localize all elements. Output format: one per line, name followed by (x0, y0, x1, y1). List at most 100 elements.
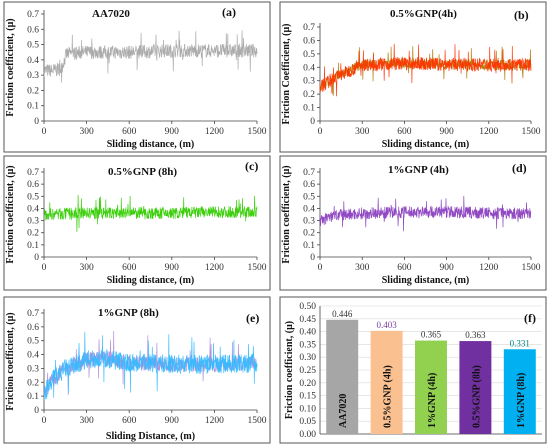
x-tick-label: 0 (318, 127, 323, 137)
x-tick-label: 900 (439, 263, 454, 273)
panel-title: 1%GNP (8h) (98, 307, 159, 319)
y-tick-label: 0.35 (299, 340, 316, 350)
y-tick-label: 0.7 (303, 168, 315, 178)
y-tick-label: 0.3 (303, 77, 315, 87)
x-axis-title: Sliding distance, (m) (107, 275, 195, 286)
category-label: 0.5%GNP (4h) (383, 365, 394, 428)
y-tick-label: 0.7 (303, 23, 315, 33)
y-tick-label: 0.4 (27, 351, 39, 361)
x-tick-label: 1500 (248, 127, 267, 137)
x-tick-label: 1500 (522, 263, 541, 273)
y-tick-label: 0.6 (303, 180, 315, 190)
category-label: 0.5%GNP (8h) (471, 365, 482, 428)
panel-letter: (f) (524, 311, 536, 325)
x-tick-label: 600 (397, 127, 412, 137)
panel-title: 0.5%GNP(4h) (390, 8, 457, 20)
y-tick-label: 0.4 (27, 204, 39, 214)
y-tick-label: 0.00 (299, 430, 316, 440)
y-tick-label: 0.45 (299, 315, 316, 325)
y-tick-label: 0.5 (27, 192, 39, 202)
x-tick-label: 600 (122, 127, 137, 137)
x-axis-title: Sliding distance, (m) (107, 139, 195, 150)
x-tick-label: 1200 (205, 416, 224, 426)
y-tick-label: 0.3 (27, 71, 39, 81)
y-tick-label: 0.1 (303, 104, 315, 114)
bar (415, 340, 447, 434)
x-tick-label: 300 (79, 416, 94, 426)
y-tick-label: 0.1 (27, 102, 39, 112)
y-tick-label: 0.6 (27, 25, 39, 35)
y-tick-label: 0.7 (27, 309, 39, 319)
y-axis-title: Friction coefficient, (μ) (5, 165, 16, 263)
x-axis-title: Sliding distance, (m) (382, 275, 470, 286)
x-tick-label: 900 (165, 263, 180, 273)
data-label: 0.331 (510, 338, 530, 348)
y-tick-label: 0.6 (27, 323, 39, 333)
friction-trace (43, 30, 258, 83)
y-tick-label: 0.4 (303, 204, 315, 214)
x-tick-label: 300 (79, 263, 94, 273)
x-tick-label: 600 (122, 263, 137, 273)
y-tick-label: 0.7 (27, 168, 39, 178)
bar (503, 349, 536, 434)
x-tick-label: 900 (165, 127, 180, 137)
x-tick-label: 300 (355, 263, 370, 273)
y-tick-label: 0.5 (27, 41, 39, 51)
y-tick-label: 0 (34, 117, 39, 127)
y-tick-label: 0.4 (27, 56, 39, 66)
y-tick-label: 0.3 (303, 217, 315, 227)
y-tick-label: 0.50 (299, 302, 316, 312)
y-axis-title: Friction coefficient, (μ) (284, 321, 295, 419)
x-axis-title: Sliding distance, (m) (382, 139, 470, 150)
y-tick-label: 0.7 (27, 10, 39, 20)
y-tick-label: 0.5 (27, 337, 39, 347)
x-tick-label: 900 (165, 416, 180, 426)
y-tick-label: 0.10 (299, 404, 316, 414)
bar (459, 341, 492, 434)
x-axis-title: Sliding Distance, (m) (106, 431, 195, 442)
friction-trace (319, 43, 532, 97)
panel-a: 0 0.1 0.2 0.3 0.4 0.5 0.6 0.7 0 300 600 900 1200 1500… (5, 5, 267, 150)
x-tick-label: 1200 (205, 263, 224, 273)
category-label: AA7020 (338, 394, 349, 428)
x-tick-label: 300 (355, 127, 370, 137)
panel-f: 0.00 0.05 0.10 0.15 0.20 0.25 0.30 0.35 0.40 0.45… (284, 302, 542, 440)
y-tick-label: 0.2 (303, 229, 315, 239)
y-tick-label: 0 (34, 406, 39, 416)
y-tick-label: 0.3 (27, 217, 39, 227)
panel-frame (3, 155, 271, 291)
panel-e: 0 0.1 0.2 0.3 0.4 0.5 0.6 0.7 0 300 600 900 1200 1500… (5, 307, 267, 442)
x-tick-label: 1200 (205, 127, 224, 137)
y-tick-label: 0 (34, 253, 39, 263)
x-tick-label: 0 (42, 127, 47, 137)
y-tick-label: 0.2 (303, 90, 315, 100)
y-tick-label: 0.6 (27, 180, 39, 190)
x-tick-label: 0 (42, 263, 47, 273)
data-label: 0.363 (465, 330, 486, 340)
y-axis-title: Friction coefficient, (μ) (5, 18, 16, 116)
bar (370, 330, 403, 434)
data-label: 0.446 (332, 309, 353, 319)
friction-trace (43, 331, 258, 401)
x-tick-label: 300 (79, 127, 94, 137)
y-tick-label: 0.6 (303, 36, 315, 46)
y-tick-label: 0.30 (299, 353, 316, 363)
y-tick-label: 0.2 (27, 86, 39, 96)
panel-c: 0 0.1 0.2 0.3 0.4 0.5 0.6 0.7 0 300 600 900 1200 1500… (5, 159, 267, 286)
panel-letter: (d) (512, 161, 527, 175)
x-tick-label: 0 (42, 416, 47, 426)
y-tick-label: 0.25 (299, 366, 316, 376)
panel-frame (3, 1, 271, 153)
category-label: 1%GNP (4h) (427, 373, 438, 428)
bar (326, 319, 359, 434)
x-tick-label: 600 (122, 416, 137, 426)
y-tick-label: 0.5 (303, 50, 315, 60)
y-tick-label: 0.40 (299, 328, 316, 338)
friction-trace (319, 195, 532, 232)
y-tick-label: 0.05 (299, 417, 316, 427)
x-tick-label: 1500 (522, 127, 541, 137)
y-tick-label: 0.15 (299, 392, 316, 402)
y-axis-title: Friction coefficient, (μ) (5, 312, 16, 410)
friction-trace (43, 194, 258, 232)
